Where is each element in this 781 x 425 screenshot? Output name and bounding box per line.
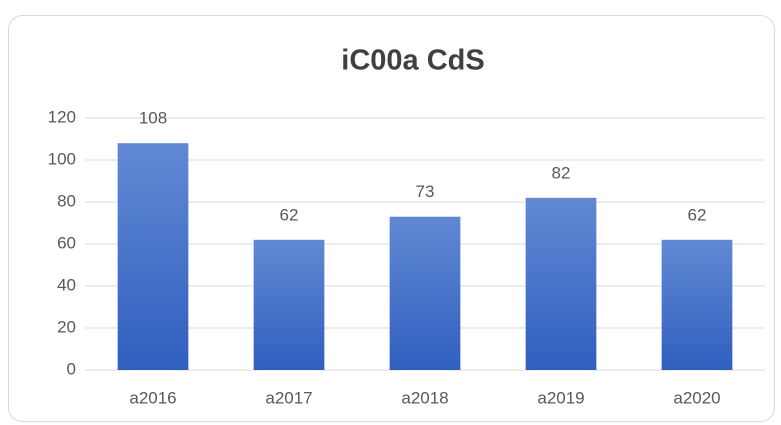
y-tick-label: 20 <box>57 317 76 336</box>
y-tick-label: 40 <box>57 275 76 294</box>
data-label: 62 <box>280 205 299 224</box>
data-label: 62 <box>688 205 707 224</box>
y-tick-label: 0 <box>67 359 76 378</box>
data-label: 108 <box>139 109 167 128</box>
bar <box>661 239 733 370</box>
y-tick-label: 80 <box>57 191 76 210</box>
y-tick-label: 120 <box>48 107 76 126</box>
bar <box>389 216 461 370</box>
y-tick-label: 60 <box>57 233 76 252</box>
data-label: 73 <box>416 182 435 201</box>
bar <box>117 143 189 370</box>
x-tick-label: a2017 <box>265 388 312 407</box>
x-tick-label: a2020 <box>673 388 720 407</box>
bar <box>525 197 597 370</box>
x-tick-label: a2016 <box>129 388 176 407</box>
chart-title: iC00a CdS <box>341 45 484 77</box>
x-tick-label: a2019 <box>537 388 584 407</box>
x-tick-label: a2018 <box>401 388 448 407</box>
data-label: 82 <box>552 163 571 182</box>
bar <box>253 239 325 370</box>
y-tick-label: 100 <box>48 149 76 168</box>
